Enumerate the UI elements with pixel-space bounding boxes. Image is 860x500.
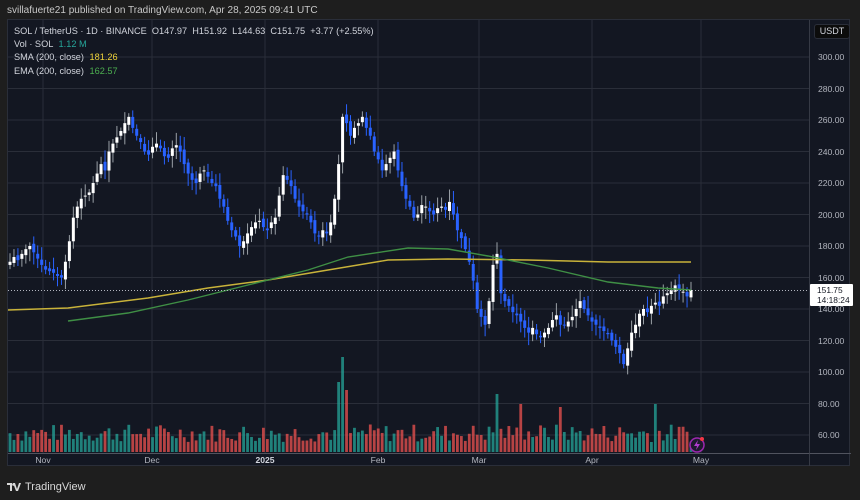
price-tick: 240.00: [818, 146, 845, 157]
lightning-alert-icon[interactable]: [689, 437, 705, 453]
axis-corner: [809, 453, 851, 466]
price-tick: 100.00: [818, 367, 845, 377]
legend-symbol-row: SOL / TetherUS · 1D · BINANCE O147.97 H1…: [14, 25, 374, 38]
time-label-dec: Dec: [144, 455, 160, 465]
sma-label: SMA (200, close): [14, 52, 84, 63]
tradingview-logo-icon: [7, 483, 21, 491]
symbol-info[interactable]: SOL / TetherUS · 1D · BINANCE: [14, 26, 147, 36]
time-label-may: May: [692, 455, 710, 465]
time-label-mar: Mar: [471, 455, 487, 465]
price-tick: 220.00: [818, 178, 845, 188]
time-label-feb: Feb: [370, 455, 386, 465]
price-tick: 280.00: [818, 83, 845, 94]
brand-name: TradingView: [25, 481, 86, 493]
price-axis[interactable]: USDT 300.00 280.00 260.00 240.00 220.00 …: [809, 20, 853, 453]
chart-frame: SOL / TetherUS · 1D · BINANCE O147.97 H1…: [7, 19, 853, 466]
time-label-apr: Apr: [585, 455, 599, 465]
candlestick-chart: [8, 20, 809, 453]
price-tick: 300.00: [818, 52, 845, 62]
sma-value: 181.26: [89, 52, 118, 63]
ohlc-open: O147.97: [151, 26, 188, 36]
price-tick: 160.00: [818, 272, 845, 283]
ohlc-change: +3.77 (+2.55%): [310, 26, 374, 36]
volume-value: 1.12 M: [58, 39, 87, 50]
tradingview-brand[interactable]: TradingView: [7, 481, 86, 493]
price-tick: 200.00: [818, 209, 845, 220]
plot-area[interactable]: SOL / TetherUS · 1D · BINANCE O147.97 H1…: [8, 20, 809, 453]
ema-label: EMA (200, close): [14, 65, 84, 76]
time-label-nov: Nov: [35, 455, 51, 465]
chart-legend: SOL / TetherUS · 1D · BINANCE O147.97 H1…: [14, 25, 374, 78]
publish-info: svillafuerte21 published on TradingView.…: [7, 5, 318, 16]
bar-countdown: 14:18:24: [817, 295, 850, 305]
price-tick: 180.00: [818, 241, 845, 251]
legend-ema-row[interactable]: EMA (200, close) 162.57: [14, 65, 374, 78]
currency-button[interactable]: USDT: [814, 24, 850, 39]
price-tick: 260.00: [818, 115, 845, 125]
price-tick: 140.00: [818, 304, 845, 314]
legend-volume-row[interactable]: Vol · SOL 1.12 M: [14, 38, 374, 51]
ohlc-high: H151.92: [192, 26, 227, 36]
price-tick: 60.00: [818, 430, 840, 440]
price-tick: 120.00: [818, 335, 845, 346]
ohlc-low: L144.63: [232, 26, 266, 36]
time-label-2025: 2025: [255, 455, 275, 465]
volume-label: Vol · SOL: [14, 39, 53, 50]
ema-value: 162.57: [89, 65, 118, 76]
price-tick: 80.00: [818, 398, 840, 409]
legend-sma-row[interactable]: SMA (200, close) 181.26: [14, 51, 374, 64]
last-price-label: 151.75 14:18:24: [810, 284, 853, 306]
ohlc-close: C151.75: [270, 26, 306, 36]
time-axis[interactable]: Nov Dec 2025 Feb Mar Apr May: [8, 453, 809, 466]
last-price: 151.75: [817, 285, 843, 295]
